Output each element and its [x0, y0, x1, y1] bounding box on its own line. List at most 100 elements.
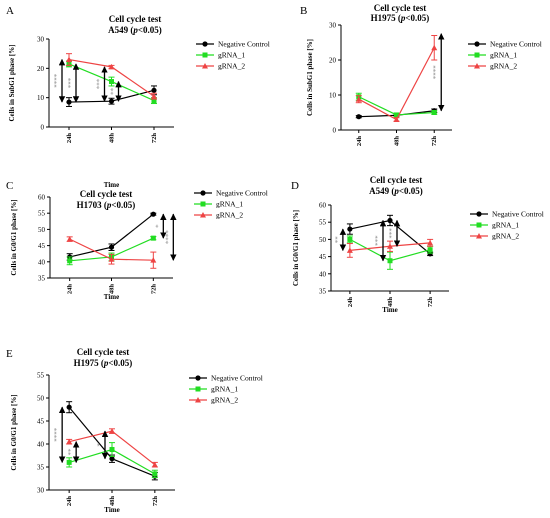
x-tick-label: 24h	[347, 297, 354, 308]
data-point	[151, 87, 157, 93]
data-point	[151, 98, 157, 104]
y-tick-label: 50	[37, 395, 45, 403]
data-point	[108, 98, 115, 104]
data-point	[66, 459, 72, 465]
x-tick-label: 24h	[66, 496, 73, 507]
legend-label: gRNA_2	[218, 62, 245, 71]
significance-marker: ****	[53, 406, 66, 464]
legend-item: Negative Control	[194, 189, 268, 198]
chart-title: Cell cycle test	[374, 3, 426, 13]
significance-label: ****	[53, 73, 61, 88]
data-point	[108, 256, 115, 262]
legend-item: Negative Control	[470, 210, 544, 219]
legend-marker	[476, 233, 482, 239]
chart-title: Cell cycle test	[109, 14, 161, 24]
legend-marker	[195, 397, 201, 403]
significance-marker: **	[67, 441, 80, 464]
legend-item: gRNA_2	[470, 232, 519, 241]
y-tick-label: 40	[319, 270, 327, 278]
significance-marker: *	[96, 430, 109, 460]
legend-item: Negative Control	[189, 374, 263, 383]
panel-letter: D	[291, 180, 299, 192]
subtitle-part: H1975 (	[74, 358, 104, 368]
legend: Negative Control gRNA_1 gRNA_2	[196, 40, 270, 71]
series-gRNA-2	[66, 236, 157, 269]
legend-marker	[202, 52, 208, 58]
data-point	[66, 236, 73, 242]
y-axis-label: Cells in G0/G1 phase [%]	[292, 210, 300, 286]
legend-label: Negative Control	[218, 40, 270, 49]
legend-marker	[195, 375, 201, 381]
x-tick-label: 24h	[66, 133, 73, 144]
significance-label: ***	[96, 78, 104, 89]
subtitle-part: <0.05)	[138, 25, 162, 35]
data-point	[108, 63, 115, 70]
legend-item: gRNA_1	[189, 385, 238, 394]
legend-label: gRNA_1	[218, 51, 245, 60]
y-tick-label: 0	[333, 127, 337, 135]
subtitle-part: <0.05)	[111, 200, 135, 210]
x-axis-label: Time	[104, 506, 119, 514]
legend-marker	[476, 211, 482, 217]
y-tick-label: 40	[38, 258, 46, 266]
series-line	[68, 406, 156, 477]
legend-item: gRNA_2	[468, 62, 517, 71]
significance-label: **	[110, 87, 118, 95]
x-axis-label: Time	[104, 181, 119, 189]
data-point	[109, 456, 115, 462]
legend: Negative Control gRNA_1 gRNA_2	[189, 374, 263, 405]
subtitle-part: A549 (	[108, 25, 133, 35]
y-tick-label: 30	[329, 22, 337, 30]
significance-label: **	[334, 236, 342, 244]
y-tick-label: 35	[37, 464, 45, 472]
chart-title: Cell cycle test	[77, 347, 129, 357]
y-tick-label: 30	[37, 487, 45, 495]
legend-marker	[200, 212, 206, 218]
series-gRNA-2	[66, 53, 157, 100]
data-point	[427, 247, 433, 253]
x-tick-label: 48h	[387, 297, 394, 308]
y-tick-label: 0	[41, 124, 45, 132]
legend-marker	[200, 201, 206, 207]
data-point	[66, 404, 72, 410]
legend-item: Negative Control	[196, 40, 270, 49]
significance-label: ***	[388, 228, 396, 239]
chart-title: Cell cycle test	[370, 175, 422, 185]
data-point	[355, 96, 362, 102]
subtitle-part: p	[103, 358, 109, 368]
significance-marker: **	[334, 228, 347, 252]
legend-label: gRNA_1	[492, 221, 519, 230]
x-tick-label: 72h	[152, 496, 159, 507]
data-point	[346, 247, 353, 253]
y-tick-label: 40	[37, 441, 45, 449]
legend-marker	[474, 41, 480, 47]
data-point	[151, 461, 158, 468]
panel-letter: A	[6, 5, 14, 17]
legend-marker	[195, 386, 201, 392]
y-tick-label: 60	[38, 194, 46, 202]
legend-item: gRNA_2	[194, 211, 243, 220]
significance-label: ****	[164, 230, 172, 245]
significance-label: ****	[53, 427, 61, 442]
legend-label: Negative Control	[211, 374, 263, 383]
y-tick-label: 55	[319, 219, 327, 227]
series-gRNA-1	[66, 442, 158, 479]
significance-marker: ****	[164, 213, 177, 261]
data-point	[109, 447, 115, 453]
data-point	[427, 251, 433, 257]
x-axis-label: Time	[104, 293, 119, 301]
data-point	[66, 99, 72, 105]
x-tick-label: 48h	[109, 284, 116, 295]
legend-item: Negative Control	[468, 40, 542, 49]
subtitle-part: <0.05)	[108, 358, 132, 368]
x-tick-label: 48h	[109, 133, 116, 144]
data-point	[67, 258, 73, 264]
legend-item: gRNA_1	[196, 51, 245, 60]
legend-label: Negative Control	[490, 40, 542, 49]
data-point	[387, 258, 393, 264]
y-tick-label: 35	[319, 288, 327, 296]
chart-subtitle: A549 (p<0.05)	[108, 25, 162, 35]
